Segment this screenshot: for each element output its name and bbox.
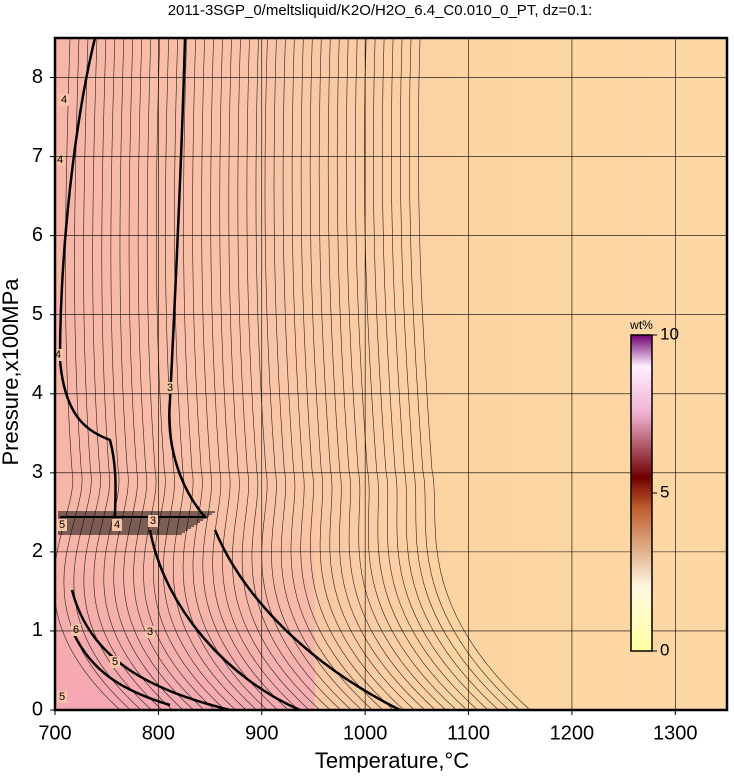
x-tick-label: 800 bbox=[142, 722, 175, 744]
contour-line-minor bbox=[418, 38, 531, 710]
x-tick-label: 900 bbox=[245, 722, 278, 744]
contour-line bbox=[148, 529, 301, 710]
colorbar bbox=[630, 334, 653, 652]
contour-line-minor bbox=[363, 38, 468, 710]
contour-line-minor bbox=[273, 38, 362, 710]
contour-line-minor bbox=[153, 38, 226, 710]
contour-line-minor bbox=[83, 38, 152, 710]
contour-label: 4 bbox=[55, 349, 61, 361]
contour-line-minor bbox=[219, 38, 299, 710]
contour-line-minor bbox=[300, 38, 394, 710]
contour-line bbox=[70, 589, 231, 710]
x-tick-label: 1200 bbox=[550, 722, 595, 744]
colorbar-label: wt% bbox=[629, 318, 653, 332]
contour-label-bg bbox=[71, 624, 81, 636]
contour-label: 4 bbox=[61, 94, 67, 106]
contour-label: 4 bbox=[57, 154, 63, 166]
contour-label: 4 bbox=[114, 519, 120, 531]
contour-line bbox=[70, 629, 171, 707]
contour-line-minor bbox=[228, 38, 310, 710]
contour-line-minor bbox=[354, 38, 457, 710]
contour-line-minor bbox=[172, 38, 247, 710]
contour-line-minor bbox=[182, 38, 257, 710]
contour-line-minor bbox=[143, 38, 215, 710]
plot-frame bbox=[53, 36, 729, 712]
y-axis-label: Pressure,x100MPa bbox=[0, 278, 23, 466]
contour-line-minor bbox=[400, 38, 510, 710]
y-tick-label: 8 bbox=[32, 66, 43, 88]
contour-label-bg bbox=[55, 349, 63, 361]
contour-label: 3 bbox=[150, 515, 156, 527]
y-tick-label: 0 bbox=[32, 698, 43, 720]
contour-line-minor bbox=[73, 38, 142, 710]
colorbar-tick-label: 10 bbox=[660, 324, 679, 343]
y-tick-label: 5 bbox=[32, 303, 43, 325]
y-tick-label: 4 bbox=[32, 382, 43, 404]
contours: 4 4 4 3 3 4 5 6 5 3 5 bbox=[55, 38, 531, 710]
contour-line-minor bbox=[246, 38, 331, 710]
plot-shading bbox=[55, 38, 315, 710]
colorbar-tick-label: 0 bbox=[660, 640, 669, 659]
contour-line-minor bbox=[345, 38, 447, 710]
contour-label: 6 bbox=[73, 624, 79, 636]
contour-line-minor bbox=[163, 38, 236, 710]
x-tick-label: 1100 bbox=[447, 722, 490, 744]
contour-line bbox=[60, 38, 208, 519]
colorbar-tick-label: 5 bbox=[660, 482, 669, 501]
contour-label-bg bbox=[55, 154, 65, 166]
contour-line-minor bbox=[255, 38, 341, 710]
contour-line-minor bbox=[201, 38, 278, 710]
y-tick-label: 1 bbox=[32, 619, 43, 641]
contour-line-minor bbox=[282, 38, 373, 710]
x-axis-label: Temperature,°C bbox=[315, 748, 469, 773]
x-tick-label: 1300 bbox=[653, 722, 698, 744]
contour-line bbox=[58, 38, 117, 518]
contour-label-bg bbox=[57, 519, 67, 531]
contour-label: 5 bbox=[59, 519, 65, 531]
contour-line-minor bbox=[318, 38, 415, 710]
contour-label-bg bbox=[57, 691, 67, 703]
x-tick-label: 700 bbox=[38, 722, 71, 744]
contour-line-minor bbox=[210, 38, 289, 710]
contour-line-minor bbox=[55, 38, 121, 710]
contour-line-minor bbox=[291, 38, 384, 710]
x-tick-label: 1000 bbox=[343, 722, 388, 744]
contour-line bbox=[213, 529, 401, 710]
contour-label: 5 bbox=[112, 656, 118, 668]
contour-line-minor bbox=[192, 38, 268, 710]
contour-label-bg bbox=[148, 515, 158, 527]
contour-line-minor bbox=[391, 38, 499, 710]
contour-label-bg bbox=[165, 382, 175, 394]
contour-line-minor bbox=[336, 38, 436, 710]
contour-label-bg bbox=[112, 519, 122, 531]
contour-line-minor bbox=[93, 38, 163, 710]
contour-label-bg bbox=[145, 626, 155, 638]
contour-line-minor bbox=[409, 38, 520, 710]
contour-line-minor bbox=[237, 38, 320, 710]
contour-line-minor bbox=[133, 38, 205, 710]
contour-line-minor bbox=[264, 38, 352, 710]
contour-label: 3 bbox=[147, 626, 153, 638]
contour-label: 5 bbox=[59, 691, 65, 703]
contour-line-minor bbox=[309, 38, 405, 710]
y-tick-label: 3 bbox=[32, 461, 43, 483]
contour-line-minor bbox=[372, 38, 478, 710]
y-tick-label: 2 bbox=[32, 540, 43, 562]
contour-label-bg bbox=[59, 94, 69, 106]
contour-label-bg bbox=[110, 656, 120, 668]
y-tick-label: 7 bbox=[32, 145, 43, 167]
contour-label: 3 bbox=[167, 382, 173, 394]
chart-title: 2011-3SGP_0/meltsliquid/K2O/H2O_6.4_C0.0… bbox=[168, 2, 593, 19]
contour-line-minor bbox=[103, 38, 173, 710]
contour-line-minor bbox=[327, 38, 426, 710]
contour-line-minor bbox=[123, 38, 194, 710]
y-tick-label: 6 bbox=[32, 224, 43, 246]
contour-line-minor bbox=[113, 38, 184, 710]
contour-line-minor bbox=[63, 38, 131, 710]
contour-line-minor bbox=[382, 38, 489, 710]
